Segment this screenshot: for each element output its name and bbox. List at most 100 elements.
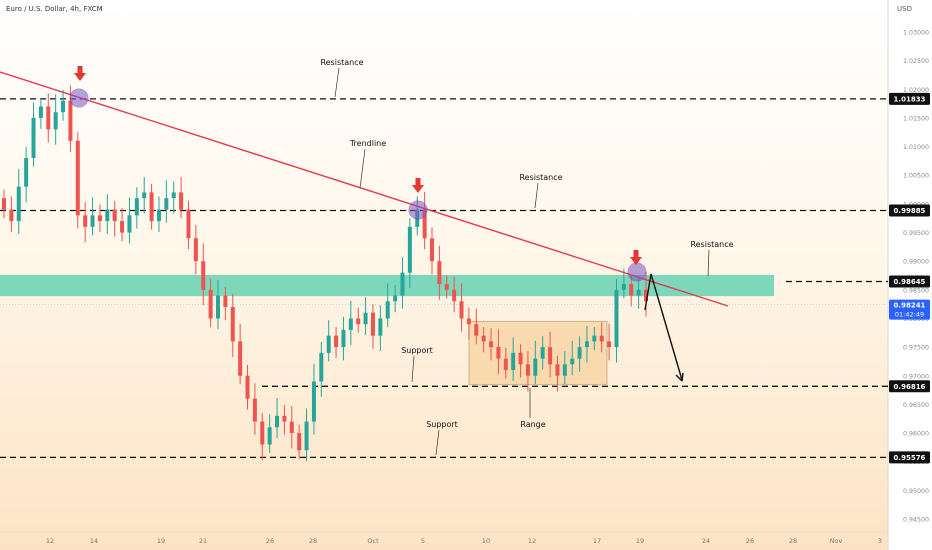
candle-body xyxy=(90,215,95,227)
candle-body xyxy=(193,238,198,262)
touch-marker xyxy=(408,200,428,220)
y-tick-label: 0.95000 xyxy=(903,488,929,495)
x-tick-label: 10 xyxy=(482,537,490,545)
price-level-badge-text: 0.98645 xyxy=(894,278,926,286)
candle-body xyxy=(31,117,36,159)
touch-marker xyxy=(69,88,89,108)
range-box xyxy=(468,320,608,385)
candle-body xyxy=(9,209,14,222)
price-level-badge xyxy=(889,451,930,464)
candle-body xyxy=(636,289,641,296)
candle-body xyxy=(267,427,272,445)
candle-body xyxy=(275,415,280,428)
projection-arrowhead xyxy=(675,372,684,382)
candle-body xyxy=(474,324,479,336)
current-price-badge xyxy=(889,299,930,320)
candle-body xyxy=(238,341,243,376)
candle-body xyxy=(105,209,110,222)
candle-body xyxy=(503,358,508,371)
candle-body xyxy=(260,421,265,445)
y-tick-label: 1.00500 xyxy=(903,173,929,180)
candle-body xyxy=(24,158,29,187)
x-tick-label: 17 xyxy=(593,537,601,545)
candle-body xyxy=(68,100,73,141)
candle-body xyxy=(614,289,619,348)
candle-body xyxy=(496,347,501,359)
candle-body xyxy=(511,352,516,371)
y-tick-label: 0.98500 xyxy=(903,287,929,294)
candle-body xyxy=(156,209,161,222)
currency-label: USD xyxy=(897,5,912,13)
candle-body xyxy=(201,261,206,290)
candle-body xyxy=(112,209,117,222)
candle-body xyxy=(326,335,331,353)
candle-body xyxy=(282,415,287,422)
candle-body xyxy=(164,198,169,210)
candle-body xyxy=(208,289,213,319)
candle-body xyxy=(378,318,383,336)
candle-body xyxy=(466,318,471,325)
y-tick-label: 1.03000 xyxy=(903,30,929,37)
y-tick-label: 0.96000 xyxy=(903,431,929,438)
candle-body xyxy=(223,295,228,308)
candle-body xyxy=(127,215,132,233)
down-arrow-icon xyxy=(630,250,642,265)
x-tick-label: 14 xyxy=(90,537,98,545)
x-tick-label: 3 xyxy=(878,537,882,545)
candle-body xyxy=(252,398,257,422)
annotation-pointer xyxy=(411,355,415,383)
candle-body xyxy=(61,100,66,113)
annotation-label: Support xyxy=(401,346,433,355)
down-arrow-icon xyxy=(74,66,86,81)
x-tick-label: 19 xyxy=(157,537,165,545)
price-level-badge-text: 0.95576 xyxy=(894,454,926,462)
candle-body xyxy=(533,358,538,376)
price-level-badge xyxy=(889,204,930,217)
candle-body xyxy=(393,295,398,302)
y-tick-label: 0.99000 xyxy=(903,259,929,266)
candle-body xyxy=(311,381,316,422)
candle-body xyxy=(289,421,294,434)
annotation-label: Support xyxy=(426,420,458,429)
y-tick-label: 1.02500 xyxy=(903,58,929,65)
candle-body xyxy=(481,335,486,342)
candle-body xyxy=(518,352,523,365)
annotation-label: Resistance xyxy=(320,58,363,67)
candle-body xyxy=(525,364,530,376)
candle-body xyxy=(304,421,309,451)
candle-body xyxy=(186,209,191,239)
candle-body xyxy=(245,375,250,399)
x-tick-label: 21 xyxy=(199,537,207,545)
candle-body xyxy=(459,301,464,319)
candle-body xyxy=(97,215,102,222)
candle-body xyxy=(216,295,220,319)
candle-body xyxy=(319,352,324,382)
candle-body xyxy=(644,289,648,302)
candle-body xyxy=(53,112,58,130)
candle-body xyxy=(149,192,154,222)
price-level-badge-text: 0.96816 xyxy=(894,383,926,391)
x-tick-label: 26 xyxy=(746,537,754,545)
candle-body xyxy=(297,433,302,451)
annotation-label: Range xyxy=(520,420,545,429)
candle-body xyxy=(599,335,604,342)
candle-body xyxy=(230,307,235,342)
candle-body xyxy=(540,347,545,359)
candle-body xyxy=(370,312,375,336)
x-tick-label: 26 xyxy=(266,537,274,545)
y-tick-label: 0.99500 xyxy=(903,230,929,237)
candle-body xyxy=(16,186,21,222)
candle-body xyxy=(363,312,368,325)
candle-body xyxy=(430,238,434,262)
candle-body xyxy=(577,347,582,359)
trendline xyxy=(0,71,729,307)
x-tick-label: 5 xyxy=(421,537,425,545)
price-level-badge xyxy=(889,92,930,105)
candle-countdown: 01:42:49 xyxy=(895,310,924,318)
candle-body xyxy=(348,318,353,330)
annotation-label: Resistance xyxy=(690,240,733,249)
candle-body xyxy=(134,198,139,216)
annotation-pointer xyxy=(334,67,340,98)
